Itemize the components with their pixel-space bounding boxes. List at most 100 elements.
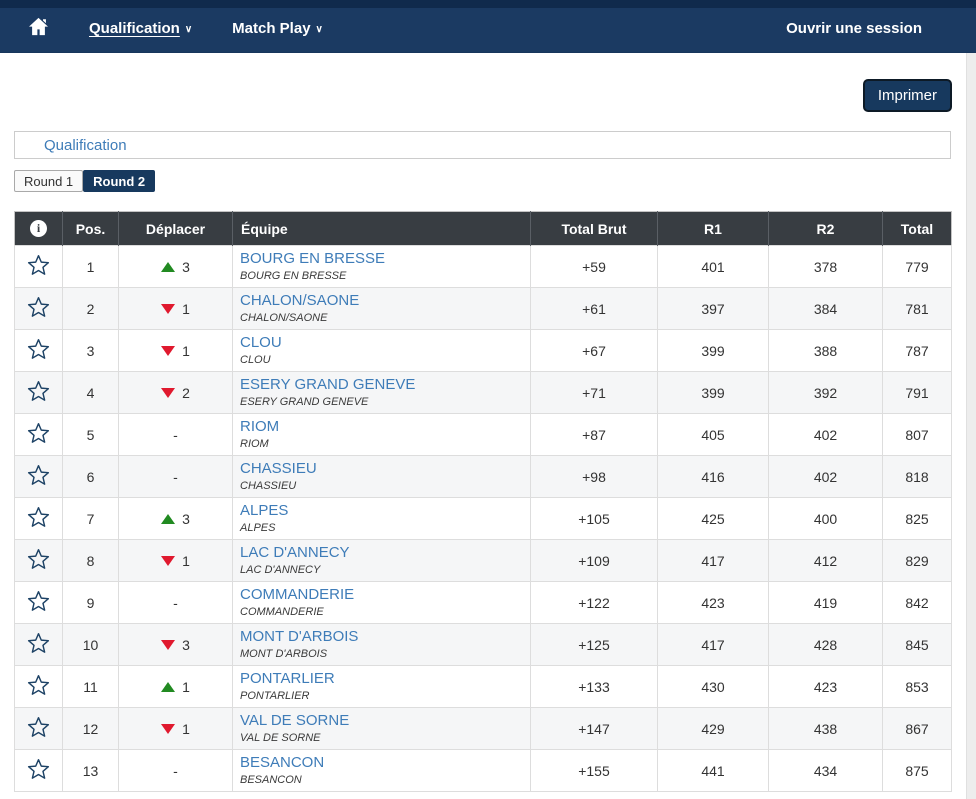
movement-value: 1	[182, 552, 190, 569]
movement-cell: 1	[118, 665, 233, 708]
star-icon	[27, 758, 50, 783]
r2-cell: 423	[768, 665, 883, 708]
favorite-star-button[interactable]	[27, 338, 50, 363]
open-session-link[interactable]: Ouvrir une session	[786, 20, 922, 37]
r2-cell: 402	[768, 455, 883, 498]
team-link[interactable]: CHASSIEU	[240, 459, 317, 477]
movement-cell: 1	[118, 329, 233, 372]
favorite-cell	[14, 329, 63, 372]
total-cell: 829	[882, 539, 952, 582]
team-link[interactable]: ALPES	[240, 501, 289, 519]
club-subtitle: CLOU	[240, 353, 271, 366]
table-row: 3 1 CLOU CLOU +67 399 388 787	[14, 329, 952, 372]
favorite-star-button[interactable]	[27, 716, 50, 741]
header-total-brut: Total Brut	[530, 211, 658, 246]
total-brut-cell: +109	[530, 539, 658, 582]
team-link[interactable]: CLOU	[240, 333, 282, 351]
team-link[interactable]: LAC D'ANNECY	[240, 543, 350, 561]
team-link[interactable]: BOURG EN BRESSE	[240, 249, 386, 267]
total-cell: 845	[882, 623, 952, 666]
r2-cell: 378	[768, 245, 883, 288]
header-r1: R1	[657, 211, 769, 246]
nav-item-match-play[interactable]: Match Play ∨	[232, 20, 323, 37]
r2-cell: 428	[768, 623, 883, 666]
print-button[interactable]: Imprimer	[862, 79, 952, 112]
favorite-cell	[14, 707, 63, 750]
team-link[interactable]: RIOM	[240, 417, 280, 435]
nav-item-label: Match Play	[232, 20, 311, 37]
favorite-star-button[interactable]	[27, 254, 50, 279]
favorite-star-button[interactable]	[27, 464, 50, 489]
team-cell: BESANCON BESANCON	[232, 749, 531, 792]
r2-cell: 419	[768, 581, 883, 624]
r1-cell: 430	[657, 665, 769, 708]
club-subtitle: COMMANDERIE	[240, 605, 324, 618]
chevron-down-icon: ∨	[315, 24, 323, 35]
favorite-star-button[interactable]	[27, 422, 50, 447]
header-info: i	[14, 211, 63, 246]
star-icon	[27, 632, 50, 657]
favorite-cell	[14, 749, 63, 792]
movement-cell: -	[118, 749, 233, 792]
total-cell: 853	[882, 665, 952, 708]
total-cell: 818	[882, 455, 952, 498]
club-subtitle: BESANCON	[240, 773, 302, 786]
star-icon	[27, 422, 50, 447]
leaderboard-table-wrap: i Pos. Déplacer Équipe Total Brut R1 R2 …	[14, 211, 952, 792]
position-cell: 5	[62, 413, 119, 456]
favorite-star-button[interactable]	[27, 380, 50, 405]
star-icon	[27, 464, 50, 489]
favorite-star-button[interactable]	[27, 632, 50, 657]
team-cell: BOURG EN BRESSE BOURG EN BRESSE	[232, 245, 531, 288]
team-link[interactable]: VAL DE SORNE	[240, 711, 350, 729]
table-row: 5 - RIOM RIOM +87 405 402 807	[14, 413, 952, 456]
club-subtitle: MONT D'ARBOIS	[240, 647, 328, 660]
favorite-star-button[interactable]	[27, 758, 50, 783]
movement-value: 3	[182, 510, 190, 527]
panel-title-link[interactable]: Qualification	[44, 136, 127, 154]
star-icon	[27, 674, 50, 699]
star-icon	[27, 506, 50, 531]
favorite-star-button[interactable]	[27, 506, 50, 531]
favorite-star-button[interactable]	[27, 296, 50, 321]
tab-round-1[interactable]: Round 1	[14, 170, 84, 192]
table-row: 8 1 LAC D'ANNECY LAC D'ANNECY +109 417 4…	[14, 539, 952, 582]
movement-cell: 2	[118, 371, 233, 414]
scrollbar[interactable]	[966, 53, 976, 799]
team-link[interactable]: BESANCON	[240, 753, 325, 771]
favorite-cell	[14, 539, 63, 582]
favorite-star-button[interactable]	[27, 674, 50, 699]
home-button[interactable]	[28, 17, 49, 41]
r1-cell: 401	[657, 245, 769, 288]
movement-value: 1	[182, 678, 190, 695]
team-link[interactable]: MONT D'ARBOIS	[240, 627, 359, 645]
r2-cell: 402	[768, 413, 883, 456]
r1-cell: 429	[657, 707, 769, 750]
table-header-row: i Pos. Déplacer Équipe Total Brut R1 R2 …	[14, 211, 952, 246]
r1-cell: 416	[657, 455, 769, 498]
team-link[interactable]: COMMANDERIE	[240, 585, 355, 603]
info-icon: i	[30, 220, 47, 238]
nav-item-qualification[interactable]: Qualification ∨	[89, 20, 192, 37]
star-icon	[27, 590, 50, 615]
movement-cell: 3	[118, 497, 233, 540]
club-subtitle: CHASSIEU	[240, 479, 297, 492]
club-subtitle: LAC D'ANNECY	[240, 563, 321, 576]
team-link[interactable]: PONTARLIER	[240, 669, 335, 687]
star-icon	[27, 254, 50, 279]
star-icon	[27, 380, 50, 405]
table-row: 1 3 BOURG EN BRESSE BOURG EN BRESSE +59 …	[14, 245, 952, 288]
favorite-star-button[interactable]	[27, 548, 50, 573]
total-brut-cell: +122	[530, 581, 658, 624]
favorite-cell	[14, 413, 63, 456]
tab-round-2[interactable]: Round 2	[83, 170, 156, 192]
team-link[interactable]: CHALON/SAONE	[240, 291, 360, 309]
club-subtitle: ALPES	[240, 521, 276, 534]
star-icon	[27, 296, 50, 321]
team-cell: VAL DE SORNE VAL DE SORNE	[232, 707, 531, 750]
team-link[interactable]: ESERY GRAND GENEVE	[240, 375, 416, 393]
favorite-star-button[interactable]	[27, 590, 50, 615]
position-cell: 4	[62, 371, 119, 414]
table-row: 4 2 ESERY GRAND GENEVE ESERY GRAND GENEV…	[14, 371, 952, 414]
header-r2: R2	[768, 211, 883, 246]
